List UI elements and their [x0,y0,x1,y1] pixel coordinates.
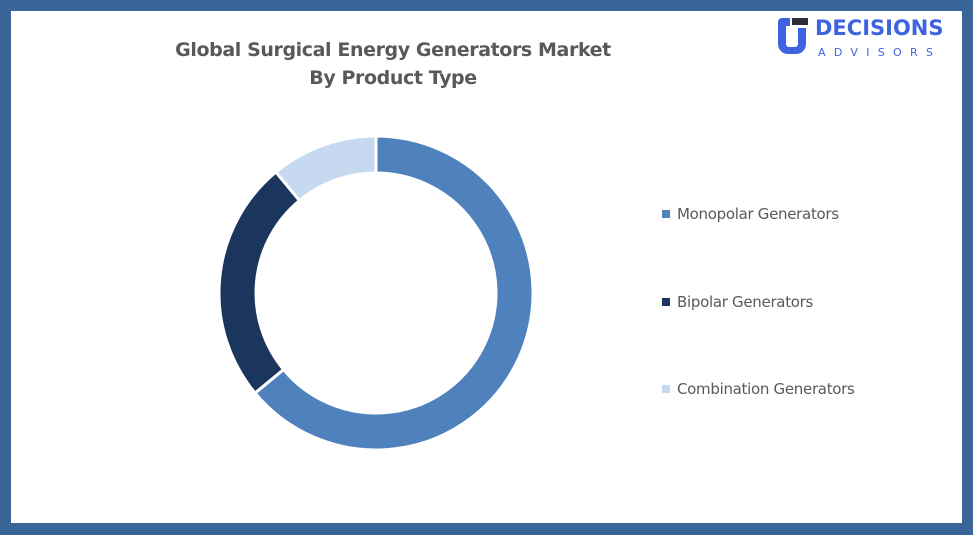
logo-name: DECISIONS [815,16,944,40]
decisions-advisors-logo: DECISIONS ADVISORS [776,14,966,68]
legend-item-combination: Combination Generators [662,380,855,398]
legend-swatch-bipolar [662,298,670,306]
chart-title-line-2: By Product Type [309,67,477,89]
legend-label-monopolar: Monopolar Generators [677,205,839,223]
chart-title: Global Surgical Energy Generators Market… [11,36,775,92]
legend-swatch-combination [662,385,670,393]
legend-swatch-monopolar [662,210,670,218]
donut-slice-bipolar-generators [217,169,302,396]
donut-slice-monopolar-generators [252,134,535,452]
logo-tagline: ADVISORS [818,46,942,59]
legend-label-bipolar: Bipolar Generators [677,293,814,311]
legend-label-combination: Combination Generators [677,380,855,398]
legend-item-bipolar: Bipolar Generators [662,293,813,311]
chart-frame: Global Surgical Energy Generators Market… [11,11,962,523]
logo-mark-icon [778,18,808,54]
donut-chart [217,134,535,452]
legend-item-monopolar: Monopolar Generators [662,205,839,223]
chart-title-line-1: Global Surgical Energy Generators Market [175,39,611,61]
donut-slice-combination-generators [273,134,378,203]
